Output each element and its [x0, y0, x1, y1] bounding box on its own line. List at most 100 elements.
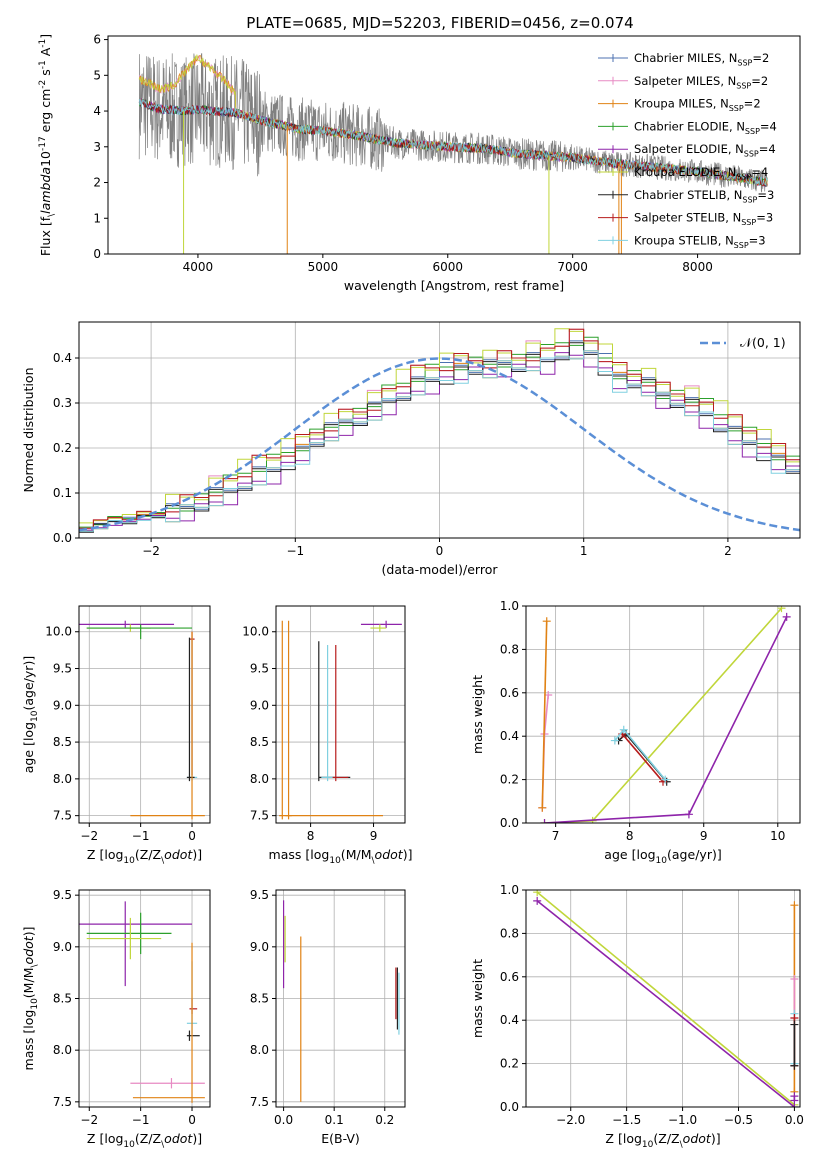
y-tick-label: 10.0	[45, 625, 72, 639]
series-line	[536, 891, 795, 1106]
series-marker	[619, 725, 628, 734]
x-tick-label: −0.5	[724, 1113, 753, 1127]
x-tick-label: 0	[188, 829, 196, 843]
x-tick-label: −1	[132, 829, 150, 843]
y-tick-label: 7.5	[53, 1095, 72, 1109]
legend-label: Chabrier STELIB, NSSP=3	[634, 188, 774, 204]
model-spectrum-kroupa-stelib	[138, 98, 768, 186]
x-axis-label: Z [log10(Z/Z\odot)]	[87, 1131, 202, 1150]
plot-area	[538, 606, 791, 823]
y-tick-label: 8.0	[53, 1043, 72, 1057]
plot-area	[282, 900, 400, 1102]
x-tick-label: 8	[626, 829, 634, 843]
axes-frame	[78, 605, 211, 824]
series-marker	[782, 612, 791, 621]
y-axis-label: mass weight	[470, 959, 485, 1038]
massweight-vs-Z-panel: −2.0 −1.5 −1.0 −0.5 0.0 0.0 0.2 0.4 0.6 0.8 1.0 Z […	[470, 883, 804, 1150]
legend-label: Salpeter MILES, NSSP=2	[634, 74, 768, 90]
y-tick-label: 1	[93, 211, 101, 225]
mass-vs-Z-panel: −2 −1 0 7.5 8.0 8.5 9.0 9.5 Z [log10(Z/Z\odot)] m…	[21, 888, 211, 1150]
series-marker	[610, 736, 619, 745]
legend-label: Kroupa STELIB, NSSP=3	[634, 233, 766, 249]
errorbar-point	[370, 624, 387, 632]
histogram-salpeter-elodie	[79, 352, 800, 531]
series-line	[536, 900, 795, 1107]
y-tick-label: 8.0	[250, 1043, 269, 1057]
y-tick-label: 0.6	[500, 686, 519, 700]
y-axis-label: mass weight	[470, 675, 485, 754]
legend: Chabrier MILES, NSSP=2 Salpeter MILES, NS…	[598, 51, 777, 250]
x-tick-label: −1	[132, 1113, 150, 1127]
errorbar-point	[279, 620, 383, 820]
y-tick-label: 3	[93, 140, 101, 154]
x-tick-label: 0	[436, 544, 444, 558]
y-tick-label: 8.5	[250, 735, 269, 749]
series-marker	[790, 974, 799, 983]
x-tick-label: 10	[770, 829, 785, 843]
y-tick-label: 9.0	[53, 940, 72, 954]
x-tick-label: 2	[724, 544, 732, 558]
x-tick-label: −2.0	[556, 1113, 585, 1127]
series-marker	[533, 890, 542, 897]
y-tick-label: 9.5	[250, 662, 269, 676]
x-tick-label: 9	[370, 829, 378, 843]
y-tick-label: 1.0	[500, 883, 519, 897]
y-tick-label: 0.2	[500, 1057, 519, 1071]
y-tick-label: 8.5	[53, 735, 72, 749]
series-line	[544, 616, 788, 823]
errorbar-point	[186, 1030, 200, 1041]
residuals-panel: −2 −1 0 1 2 0.0 0.1 0.2 0.3 0.4 (data-model)/error…	[21, 321, 801, 577]
axes-frame	[525, 605, 801, 824]
x-tick-label: 6000	[432, 260, 463, 274]
figure-title: PLATE=0685, MJD=52203, FIBERID=0456, z=0…	[246, 14, 633, 32]
errorbar-point	[360, 620, 402, 629]
x-tick-label: 0.0	[274, 1113, 293, 1127]
x-axis-label: age [log10(age/yr)]	[604, 847, 721, 866]
x-axis-label: wavelength [Angstrom, rest frame]	[344, 278, 564, 293]
x-tick-label: 4000	[183, 260, 214, 274]
residuals-plot-area	[79, 328, 800, 533]
errorbar-point	[130, 1078, 205, 1089]
plot-area	[279, 620, 402, 820]
histogram-chabrier-miles	[79, 340, 800, 533]
series-line	[544, 607, 783, 823]
spectrum-plot-area	[138, 53, 768, 254]
legend-label: Salpeter STELIB, NSSP=3	[634, 211, 773, 227]
y-tick-label: 8.0	[250, 772, 269, 786]
x-tick-label: 9	[700, 829, 708, 843]
series-marker	[777, 606, 786, 613]
errorbar-point	[321, 644, 347, 782]
x-tick-label: −1	[286, 544, 304, 558]
y-tick-label: 9.5	[53, 662, 72, 676]
y-tick-label: 0.4	[53, 351, 72, 365]
series-line	[621, 733, 664, 783]
model-spectrum-chabrier-stelib	[138, 98, 768, 187]
x-tick-label: 1	[580, 544, 588, 558]
errorbar-point	[189, 998, 198, 1014]
y-axis-label: Flux [f\lambda10-17 erg cm-2 s-1 A-1]	[38, 34, 57, 256]
y-tick-label: 7.5	[250, 1095, 269, 1109]
y-tick-label: 0	[93, 247, 101, 261]
y-tick-label: 0.8	[500, 642, 519, 656]
gaussian-curve	[79, 357, 800, 532]
y-tick-label: 6	[93, 33, 101, 47]
y-tick-label: 9.0	[250, 698, 269, 712]
y-tick-label: 8.5	[250, 992, 269, 1006]
y-tick-label: 0.8	[500, 926, 519, 940]
y-tick-label: 8.0	[53, 772, 72, 786]
x-tick-label: 5000	[308, 260, 339, 274]
plot-area	[79, 901, 205, 1103]
errorbar-point	[79, 901, 193, 987]
series-marker	[538, 803, 547, 812]
x-tick-label: 7	[552, 829, 560, 843]
mass-vs-ebv-panel: 0.0 0.1 0.2 7.5 8.0 8.5 9.0 9.5 E(B-V)	[250, 888, 406, 1146]
errorbar-point	[79, 620, 175, 629]
x-tick-label: −2	[80, 829, 98, 843]
y-tick-label: 0.0	[500, 1100, 519, 1114]
series-marker	[661, 775, 670, 784]
legend-label: Chabrier ELODIE, NSSP=4	[634, 119, 777, 135]
y-tick-label: 7.5	[53, 809, 72, 823]
legend-label: Kroupa MILES, NSSP=2	[634, 97, 761, 113]
y-tick-label: 9.0	[250, 940, 269, 954]
